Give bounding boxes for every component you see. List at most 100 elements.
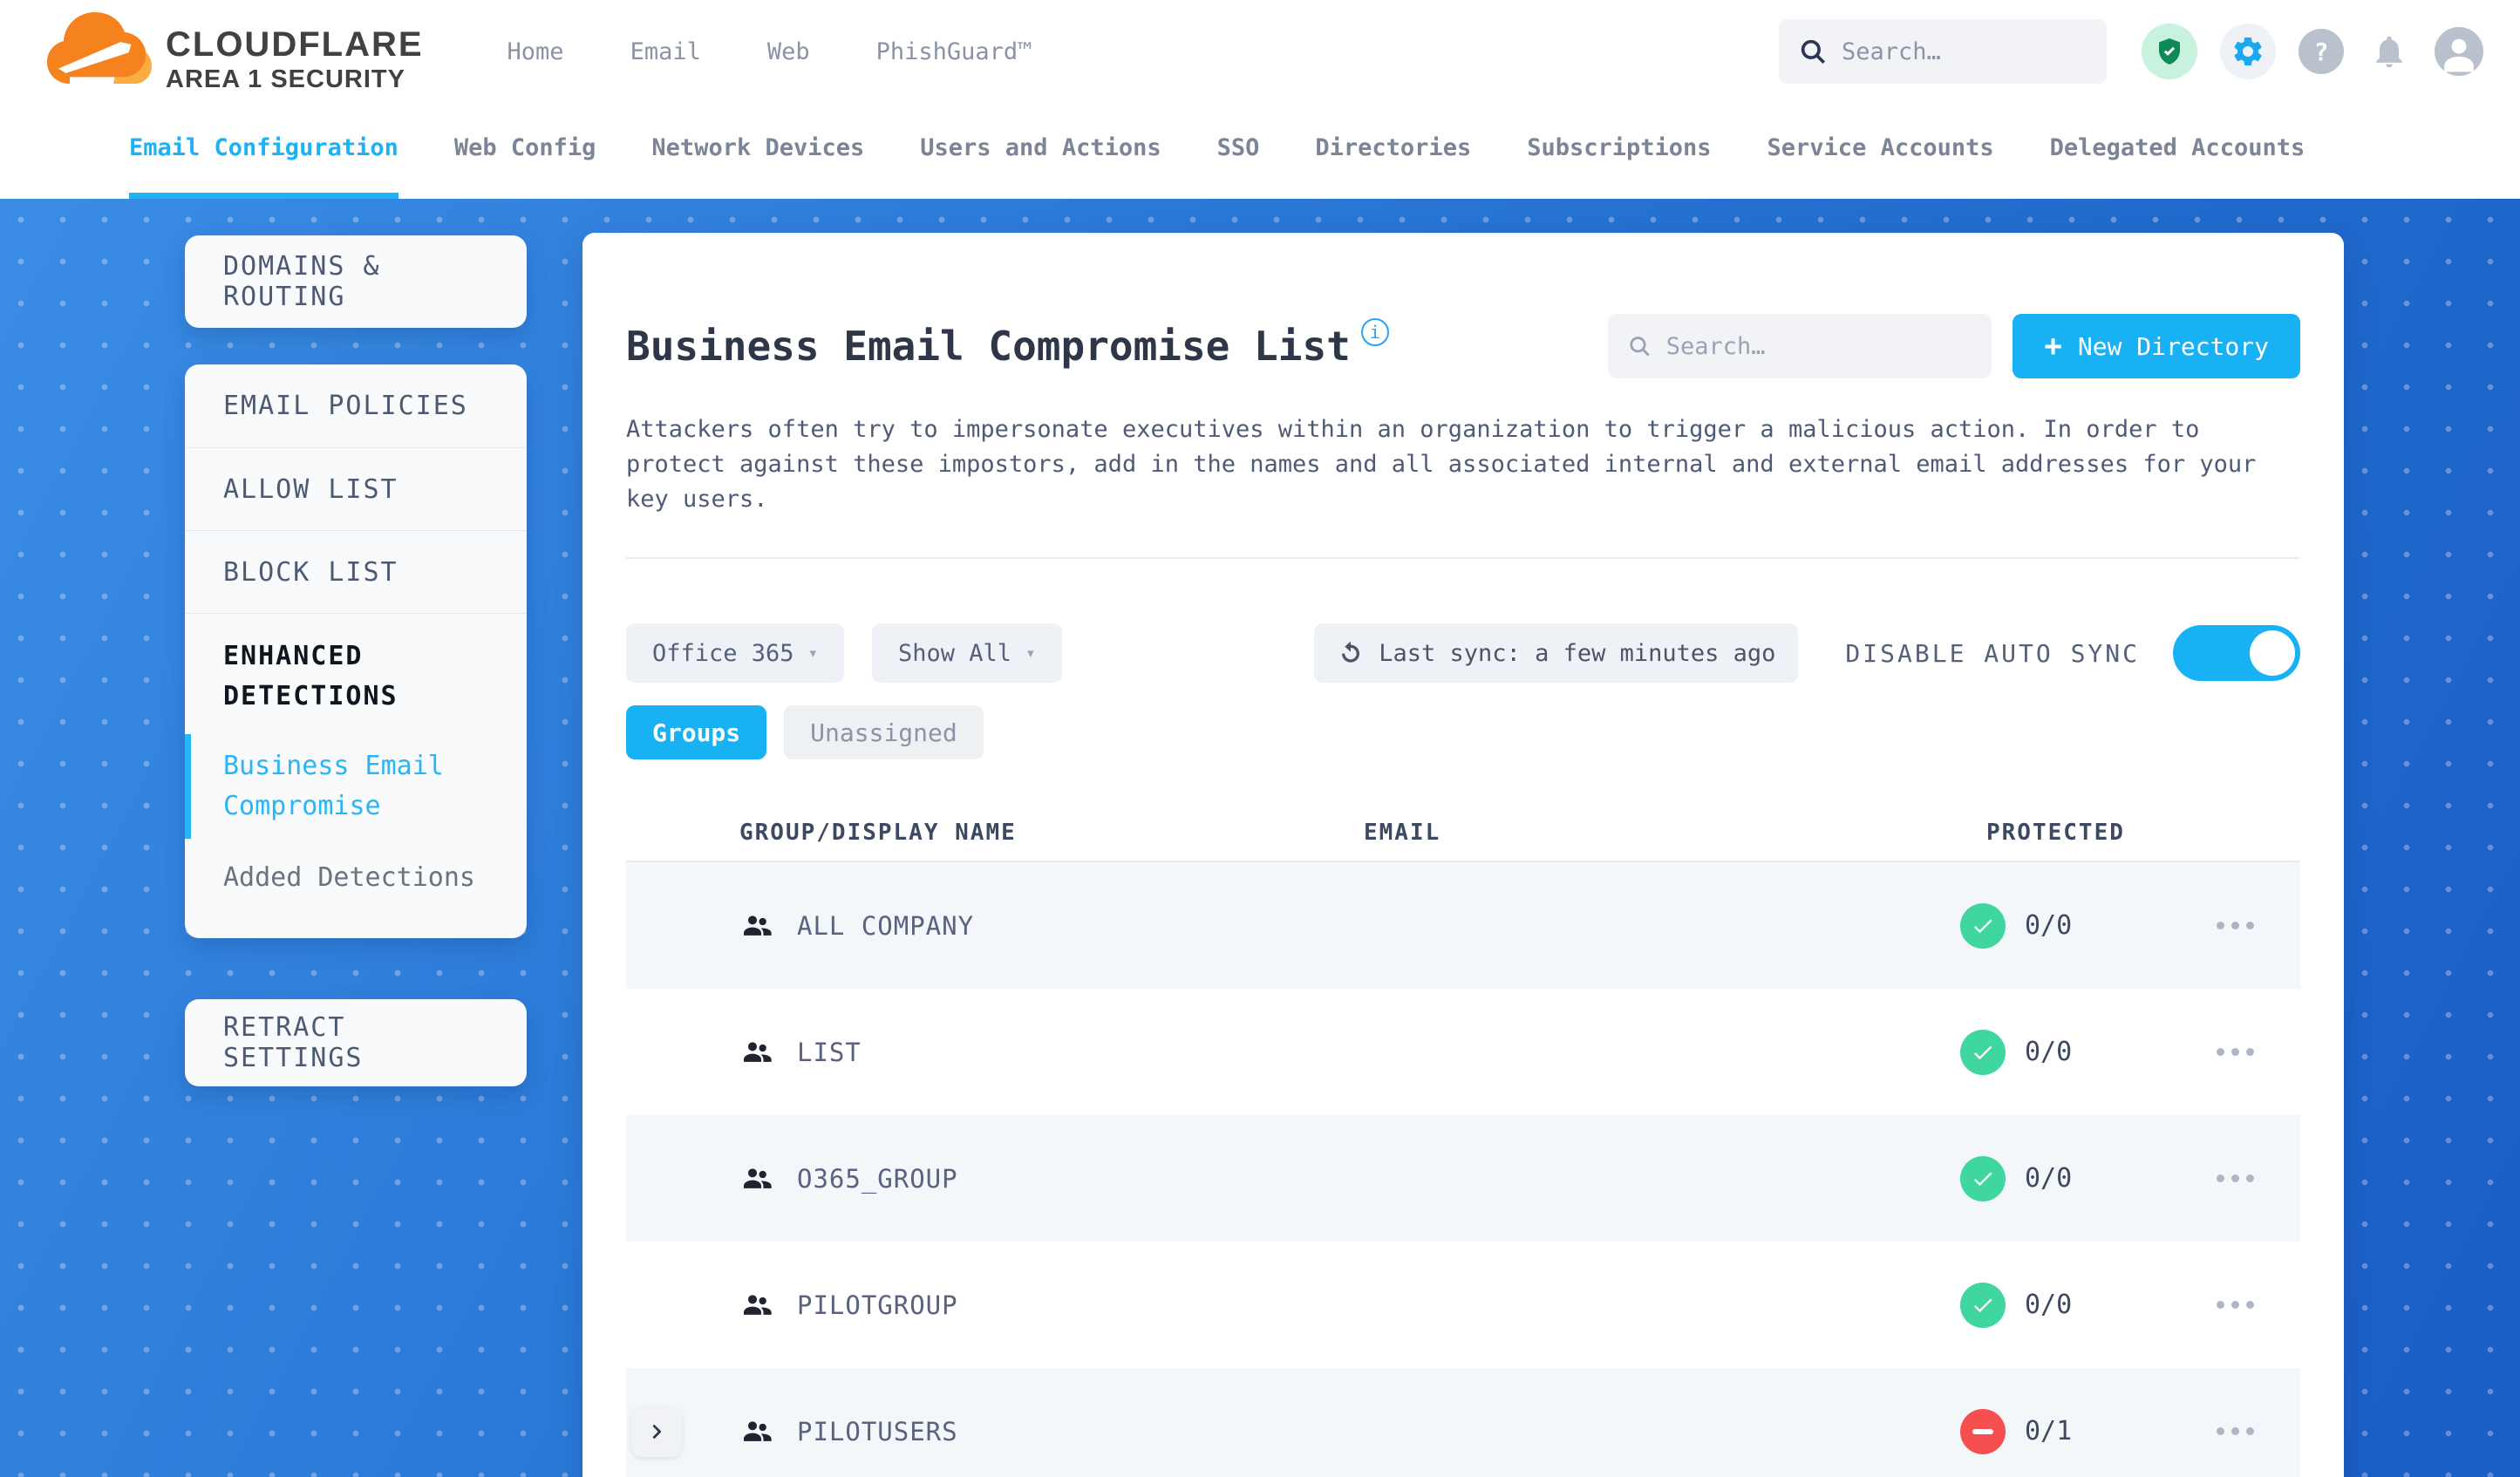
- panel-header: Business Email Compromise List i + New D…: [626, 313, 2300, 379]
- top-nav-phishguard[interactable]: PhishGuard™: [875, 37, 1032, 65]
- refresh-icon: [1342, 641, 1360, 663]
- sidebar-item-domains-routing[interactable]: DOMAINS & ROUTING: [185, 235, 527, 328]
- table-row: PILOTGROUP 0/0: [626, 1242, 2300, 1368]
- list-search[interactable]: [1608, 314, 1992, 378]
- sidebar-item-added-detections[interactable]: Added Detections: [223, 862, 475, 893]
- gear-icon: [2234, 37, 2262, 65]
- sidebar-item-block-list[interactable]: BLOCK LIST: [185, 530, 527, 613]
- sidebar-item-business-email-compromise[interactable]: Business Email Compromise: [185, 734, 527, 839]
- tab-groups[interactable]: Groups: [626, 705, 767, 759]
- table-row: ALL COMPANY 0/0: [626, 862, 2300, 989]
- tab-unassigned[interactable]: Unassigned: [784, 705, 984, 759]
- protected-count: 0/0: [2025, 1037, 2073, 1067]
- sidebar-item-enhanced-detections[interactable]: ENHANCED DETECTIONS: [185, 613, 527, 722]
- check-icon: [1973, 919, 1992, 933]
- top-nav-email[interactable]: Email: [630, 37, 701, 65]
- user-avatar-button[interactable]: [2435, 27, 2483, 76]
- column-protected: PROTECTED: [1986, 820, 2125, 846]
- question-mark-icon: ?: [2313, 37, 2329, 66]
- last-sync-status[interactable]: Last sync: a few minutes ago: [1314, 623, 1799, 683]
- cloudflare-logo[interactable]: CLOUDFLARE AREA 1 SECURITY: [45, 10, 424, 92]
- expand-row-button[interactable]: [631, 1406, 682, 1457]
- page-title: Business Email Compromise List: [626, 323, 1351, 370]
- group-name: LIST: [797, 1037, 862, 1067]
- tab-users-and-actions[interactable]: Users and Actions: [920, 134, 1161, 161]
- sidebar-item-email-policies[interactable]: EMAIL POLICIES: [223, 391, 468, 421]
- description-text: Attackers often try to impersonate execu…: [626, 416, 2257, 513]
- tab-service-accounts[interactable]: Service Accounts: [1767, 134, 1994, 161]
- protected-count: 0/0: [2025, 1163, 2073, 1194]
- top-bar: CLOUDFLARE AREA 1 SECURITY Home Email We…: [0, 0, 2520, 103]
- directory-select-value: Office 365: [652, 639, 794, 667]
- protected-count: 0/0: [2025, 1290, 2073, 1320]
- table-row: LIST 0/0: [626, 989, 2300, 1115]
- row-menu-button[interactable]: [2208, 1039, 2263, 1065]
- group-people-icon: [744, 1420, 772, 1441]
- info-icon[interactable]: i: [1360, 318, 1389, 346]
- table-row: O365_GROUP 0/0: [626, 1115, 2300, 1242]
- status-badge: [1960, 1282, 2006, 1328]
- sidebar-item-retract-settings[interactable]: RETRACT SETTINGS: [185, 999, 527, 1086]
- security-status-button[interactable]: [2142, 24, 2197, 79]
- status-badge: [1960, 1408, 2006, 1454]
- new-directory-button[interactable]: + New Directory: [2013, 314, 2300, 378]
- toggle-knob: [2250, 630, 2295, 676]
- minus-icon: [1972, 1428, 1993, 1434]
- brand-subname: AREA 1 SECURITY: [166, 65, 405, 93]
- global-search-input[interactable]: [1842, 37, 2088, 65]
- top-icons: ?: [2142, 24, 2483, 79]
- status-badge: [1960, 1155, 2006, 1201]
- search-icon: [1801, 39, 1826, 65]
- check-icon: [1973, 1172, 1992, 1186]
- row-menu-button[interactable]: [2208, 1292, 2263, 1317]
- top-nav-web[interactable]: Web: [766, 37, 810, 65]
- protected-count: 0/0: [2025, 910, 2073, 941]
- sidebar-policies-card: EMAIL POLICIES ALLOW LIST BLOCK LIST ENH…: [185, 364, 527, 938]
- brand-name: CLOUDFLARE: [166, 24, 424, 64]
- check-icon: [1973, 1045, 1992, 1059]
- list-tabs: Groups Unassigned: [626, 705, 2300, 759]
- auto-sync-toggle[interactable]: [2173, 625, 2300, 681]
- brand-text: CLOUDFLARE AREA 1 SECURITY: [166, 26, 424, 92]
- column-group-display-name: GROUP/DISPLAY NAME: [739, 820, 1017, 846]
- tab-network-devices[interactable]: Network Devices: [651, 134, 865, 161]
- tab-directories[interactable]: Directories: [1315, 134, 1472, 161]
- show-filter-select[interactable]: Show All ▾: [872, 623, 1062, 683]
- last-sync-text: Last sync: a few minutes ago: [1379, 639, 1776, 667]
- settings-button[interactable]: [2220, 24, 2276, 79]
- tab-web-config[interactable]: Web Config: [453, 134, 596, 161]
- bell-icon: [2376, 36, 2402, 68]
- sidebar-item-allow-list[interactable]: ALLOW LIST: [185, 447, 527, 530]
- help-button[interactable]: ?: [2299, 29, 2344, 74]
- table-header: GROUP/DISPLAY NAME EMAIL PROTECTED: [626, 805, 2300, 862]
- row-menu-button[interactable]: [2208, 1419, 2263, 1444]
- controls-row: Office 365 ▾ Show All ▾ Last sync: a few…: [626, 623, 2300, 683]
- group-people-icon: [744, 1167, 772, 1188]
- tab-subscriptions[interactable]: Subscriptions: [1527, 134, 1712, 161]
- list-search-input[interactable]: [1665, 332, 1973, 360]
- group-people-icon: [744, 1294, 772, 1315]
- notifications-button[interactable]: [2367, 29, 2412, 74]
- auto-sync-label: DISABLE AUTO SYNC: [1845, 638, 2140, 668]
- top-nav-home[interactable]: Home: [507, 37, 564, 65]
- plus-icon: +: [2044, 329, 2062, 364]
- status-badge: [1960, 1029, 2006, 1075]
- chevron-right-icon: [652, 1424, 662, 1439]
- tab-delegated-accounts[interactable]: Delegated Accounts: [2049, 134, 2305, 161]
- group-people-icon: [744, 1041, 772, 1062]
- search-icon: [1630, 337, 1651, 357]
- divider: [626, 557, 2300, 559]
- row-menu-button[interactable]: [2208, 1166, 2263, 1191]
- directory-select[interactable]: Office 365 ▾: [626, 623, 845, 683]
- global-search[interactable]: [1779, 19, 2107, 84]
- group-name: ALL COMPANY: [797, 910, 975, 941]
- top-nav: Home Email Web PhishGuard™: [507, 38, 1032, 65]
- table-body: ALL COMPANY 0/0: [626, 862, 2300, 1477]
- tab-sso[interactable]: SSO: [1216, 134, 1260, 161]
- tab-email-configuration[interactable]: Email Configuration: [129, 103, 398, 199]
- group-name: PILOTGROUP: [797, 1290, 958, 1320]
- row-menu-button[interactable]: [2208, 913, 2263, 938]
- cloudflare-cloud-icon: [47, 11, 152, 84]
- show-filter-value: Show All: [898, 639, 1012, 667]
